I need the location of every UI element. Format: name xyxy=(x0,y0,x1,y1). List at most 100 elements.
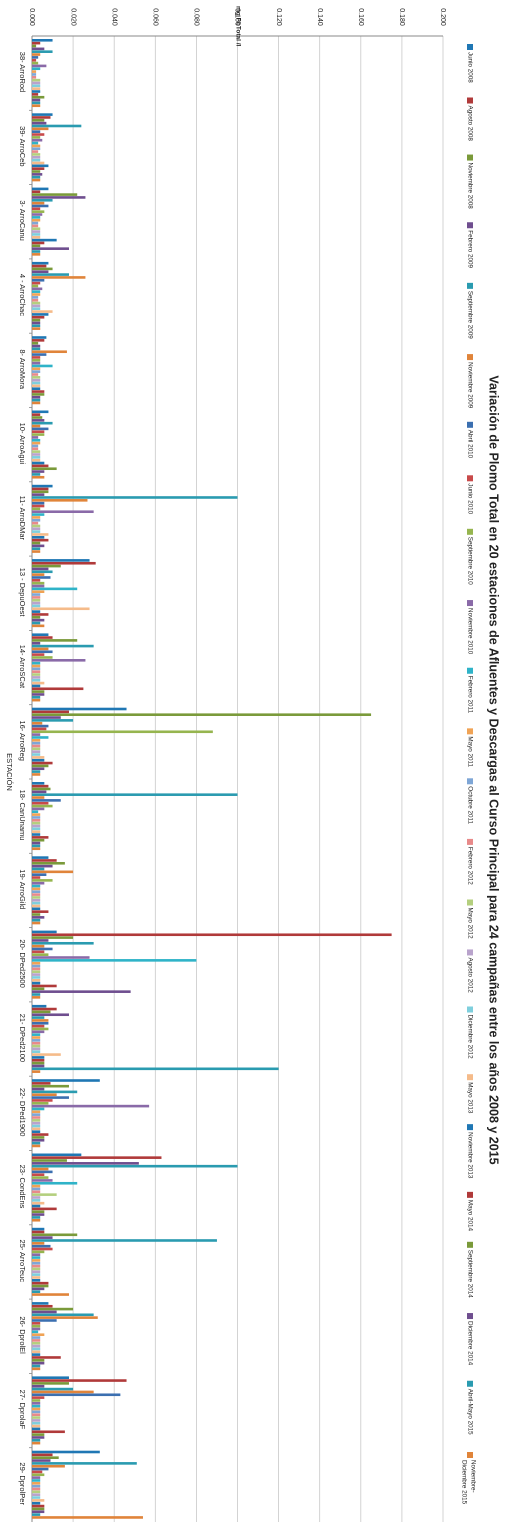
bar xyxy=(32,1470,43,1474)
bar xyxy=(32,1216,41,1219)
category-label: 25- ArroTeuc xyxy=(18,1240,27,1283)
bar xyxy=(32,1307,74,1311)
bar xyxy=(32,421,53,425)
bar xyxy=(32,1259,41,1262)
bar xyxy=(32,1236,53,1239)
bar xyxy=(32,727,47,731)
bar xyxy=(32,659,86,662)
legend-label: Noviembre 2013 xyxy=(466,1132,473,1179)
bar xyxy=(32,130,41,133)
bar xyxy=(32,381,41,385)
bar xyxy=(32,276,86,279)
legend-label: Septiembre 2010 xyxy=(466,537,473,585)
bar xyxy=(32,47,45,51)
bar xyxy=(32,144,41,148)
category-label: 19- ArroGild xyxy=(18,869,27,909)
bar xyxy=(32,1016,45,1019)
bar xyxy=(32,235,41,239)
bar xyxy=(32,1056,45,1059)
bar xyxy=(32,1170,53,1174)
bar xyxy=(32,758,45,762)
bar xyxy=(32,944,45,948)
bar xyxy=(32,193,78,196)
bar xyxy=(32,433,45,436)
bar xyxy=(32,1476,41,1479)
bar xyxy=(32,821,41,825)
bar xyxy=(32,301,41,305)
bar xyxy=(32,470,45,473)
x-tick-label: 0.040 xyxy=(110,8,117,26)
legend-swatch xyxy=(467,1191,473,1198)
bar xyxy=(32,73,37,76)
bar xyxy=(32,1164,238,1168)
bar xyxy=(32,1124,41,1128)
bar xyxy=(32,787,51,791)
category-label: 4 - ArroChac xyxy=(18,274,27,316)
x-tick-label: 0.200 xyxy=(439,8,446,26)
bar xyxy=(32,173,43,176)
bar xyxy=(32,790,47,794)
bar xyxy=(32,876,41,879)
bar xyxy=(32,661,41,665)
bar xyxy=(32,313,49,316)
bar xyxy=(32,1090,78,1094)
category-label: 39- ArroCeb xyxy=(18,126,27,166)
bar xyxy=(32,136,41,139)
bar xyxy=(32,307,41,311)
legend-swatch xyxy=(467,282,473,289)
bar xyxy=(32,1064,45,1068)
legend-swatch xyxy=(467,222,473,229)
bar xyxy=(32,590,45,593)
bar xyxy=(32,1430,65,1434)
category-label: 11- ArroDMar xyxy=(18,496,27,541)
category-label: 26- DprolEl xyxy=(18,1316,27,1354)
bar xyxy=(32,1173,45,1177)
bar xyxy=(32,976,41,979)
bar xyxy=(32,687,84,691)
bar xyxy=(32,887,41,891)
bar xyxy=(32,1504,45,1508)
bar xyxy=(32,1047,41,1051)
bar xyxy=(32,973,41,976)
bar xyxy=(32,419,45,422)
bar xyxy=(32,1196,41,1199)
bar xyxy=(32,1393,121,1397)
bar xyxy=(32,770,41,773)
bar xyxy=(32,76,37,79)
bar xyxy=(32,941,94,945)
bar xyxy=(32,707,127,711)
bar xyxy=(32,896,41,899)
bar xyxy=(32,950,45,954)
bar xyxy=(32,570,53,574)
bar xyxy=(32,624,45,628)
bar xyxy=(32,310,53,313)
legend-swatch xyxy=(467,1241,473,1248)
bar xyxy=(32,667,41,671)
bar xyxy=(32,344,41,348)
bar xyxy=(32,1184,41,1188)
bar xyxy=(32,87,41,90)
bar xyxy=(32,1487,41,1491)
legend-label: Septiembre 2009 xyxy=(466,291,473,339)
bar xyxy=(32,1350,41,1354)
bar xyxy=(32,861,65,865)
legend-swatch xyxy=(467,899,473,906)
bar xyxy=(32,458,41,462)
bar xyxy=(32,484,53,488)
legend-label: Noviembre 2009 xyxy=(466,362,473,409)
bar xyxy=(32,956,90,959)
bar xyxy=(32,253,41,256)
bar xyxy=(32,1304,53,1308)
bar xyxy=(32,1130,41,1134)
bar xyxy=(32,370,41,373)
bar xyxy=(32,441,41,445)
bar xyxy=(32,213,43,216)
bar xyxy=(32,736,49,739)
bar xyxy=(32,1079,100,1082)
bar xyxy=(32,664,41,668)
bar xyxy=(32,376,41,379)
bar xyxy=(32,67,41,71)
bar xyxy=(32,621,41,625)
bar xyxy=(32,1450,100,1454)
bar xyxy=(32,816,41,819)
